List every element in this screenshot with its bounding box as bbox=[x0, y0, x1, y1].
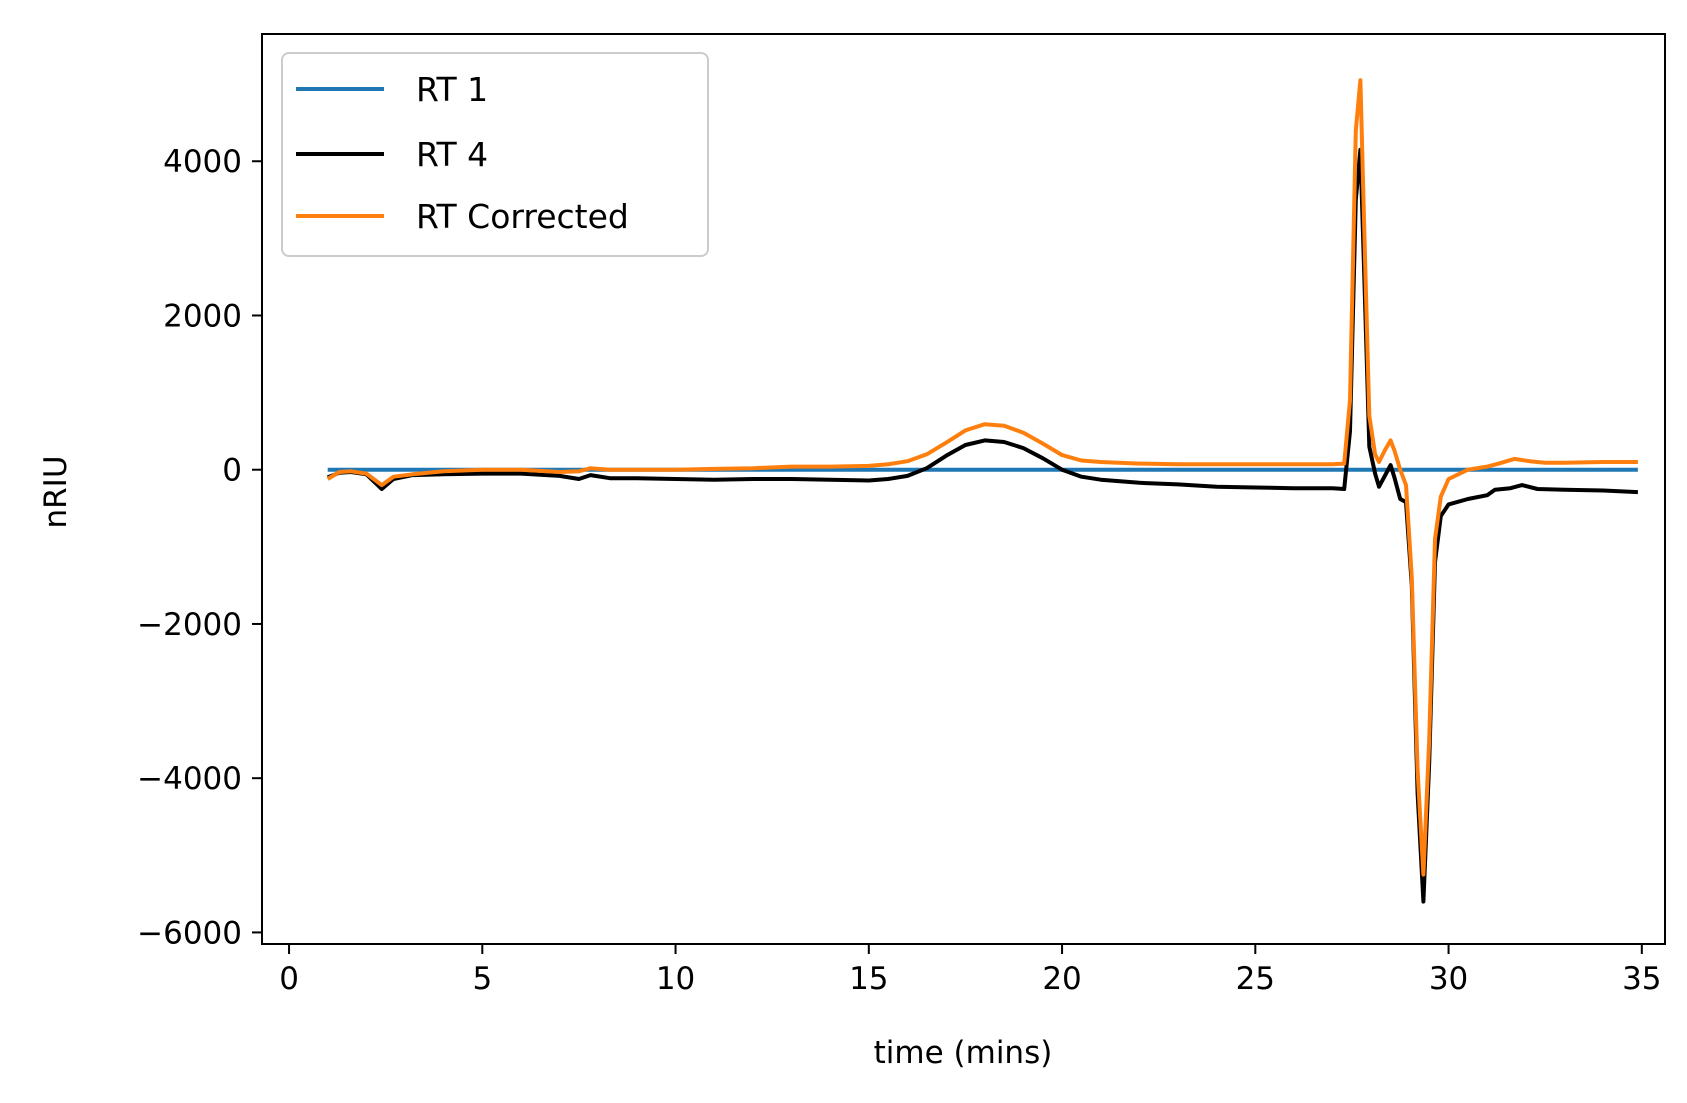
x-tick-label: 30 bbox=[1429, 961, 1468, 997]
x-axis-label: time (mins) bbox=[874, 1035, 1053, 1071]
x-tick-label: 10 bbox=[656, 961, 695, 997]
x-tick-label: 35 bbox=[1622, 961, 1661, 997]
x-tick-label: 20 bbox=[1042, 961, 1081, 997]
legend-label-rt-corrected: RT Corrected bbox=[416, 197, 629, 236]
legend-label-rt-4: RT 4 bbox=[416, 135, 488, 174]
y-tick-label: −4000 bbox=[137, 761, 242, 797]
legend-label-rt-1: RT 1 bbox=[416, 70, 488, 109]
y-tick-label: 0 bbox=[222, 453, 242, 489]
series-line-rt-4 bbox=[326, 147, 1638, 904]
x-tick-label: 25 bbox=[1236, 961, 1275, 997]
y-tick-label: −6000 bbox=[137, 915, 242, 951]
y-tick-label: 2000 bbox=[163, 298, 242, 334]
y-tick-label: 4000 bbox=[163, 144, 242, 180]
x-tick-label: 15 bbox=[849, 961, 888, 997]
y-tick-label: −2000 bbox=[137, 607, 242, 643]
series-line-rt-corrected bbox=[326, 78, 1638, 877]
x-tick-label: 5 bbox=[472, 961, 492, 997]
plot-frame bbox=[261, 33, 1666, 945]
y-axis-label: nRIU bbox=[38, 455, 74, 528]
tick-layer: 0 5 10 15 20 25 30 35 4000 2000 0 −2000 −4000 −6000 bbox=[137, 144, 1661, 997]
legend-box bbox=[281, 52, 709, 257]
series-layer bbox=[326, 78, 1638, 904]
legend: RT 1 RT 4 RT Corrected bbox=[281, 52, 709, 257]
x-tick-label: 0 bbox=[279, 961, 299, 997]
